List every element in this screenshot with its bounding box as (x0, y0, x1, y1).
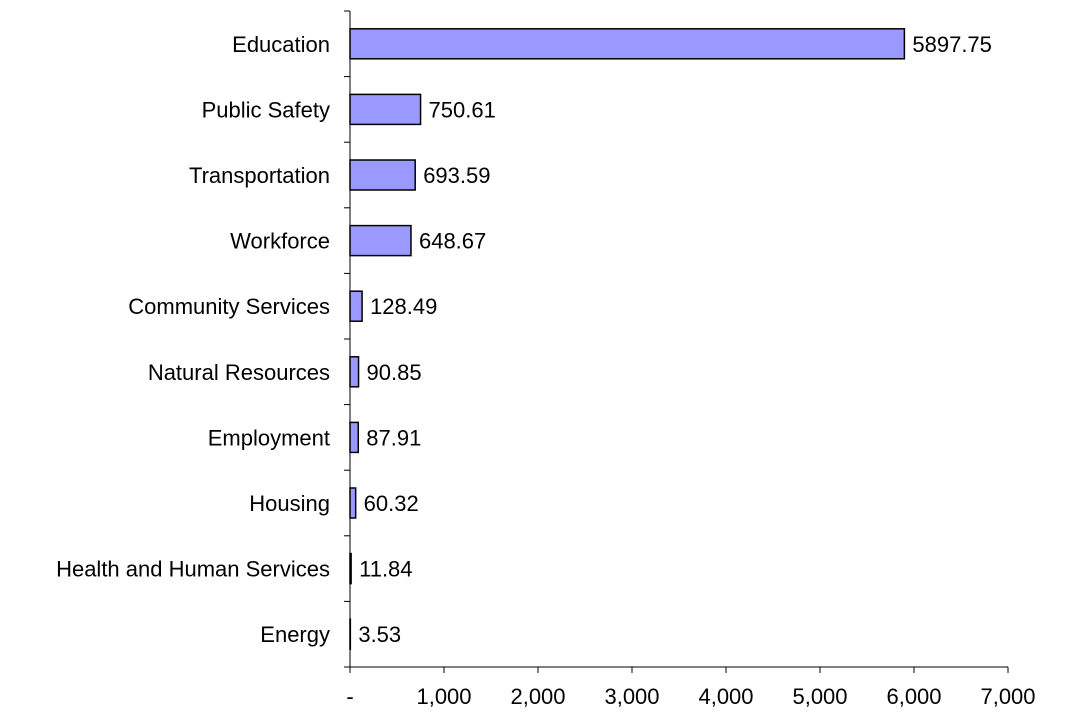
bar (349, 28, 906, 60)
x-tick-label: 5,000 (792, 684, 847, 709)
category-labels: Education Public Safety Transportation Work… (56, 32, 330, 647)
x-tick-label: - (346, 684, 353, 709)
category-label: Employment (208, 425, 330, 450)
category-label: Housing (249, 491, 330, 516)
x-tick-label: 3,000 (604, 684, 659, 709)
data-label: 750.61 (429, 97, 496, 122)
bar (349, 159, 416, 191)
x-tick-label: 6,000 (886, 684, 941, 709)
bar (349, 487, 357, 519)
data-label: 11.84 (359, 557, 412, 582)
category-label: Energy (260, 622, 330, 647)
bar (349, 421, 360, 454)
value-labels: 5897.75 750.61 693.59 648.67 128.49 90.85 87.9… (358, 32, 992, 647)
bar (349, 552, 352, 585)
category-label: Education (232, 32, 330, 57)
bar (349, 93, 422, 126)
category-label: Community Services (128, 294, 330, 319)
data-label: 3.53 (358, 622, 401, 647)
x-axis-ticks: - 1,000 2,000 3,000 4,000 5,000 6,000 7,000 (346, 667, 1036, 709)
category-label: Transportation (189, 163, 330, 188)
data-label: 128.49 (370, 294, 437, 319)
data-label: 693.59 (423, 163, 490, 188)
data-label: 5897.75 (912, 32, 992, 57)
category-label: Natural Resources (148, 360, 330, 385)
bar (349, 290, 363, 322)
data-label: 90.85 (367, 360, 422, 385)
data-label: 648.67 (419, 229, 486, 254)
data-label: 60.32 (364, 491, 419, 516)
bar (349, 356, 360, 388)
bar (349, 224, 412, 257)
category-label: Public Safety (202, 97, 330, 122)
x-tick-label: 4,000 (698, 684, 753, 709)
x-tick-label: 7,000 (980, 684, 1035, 709)
chart-bars (349, 28, 906, 650)
category-label: Workforce (230, 229, 330, 254)
x-tick-label: 2,000 (510, 684, 565, 709)
x-tick-label: 1,000 (416, 684, 471, 709)
data-label: 87.91 (366, 425, 421, 450)
category-label: Health and Human Services (56, 557, 330, 582)
